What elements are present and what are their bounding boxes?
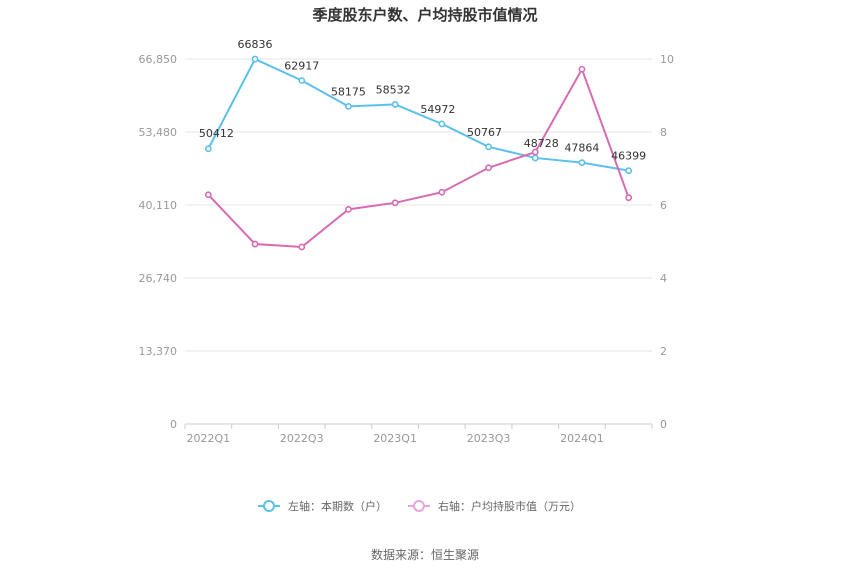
- data-label: 54972: [420, 103, 455, 116]
- data-point-right: [251, 240, 259, 248]
- data-label: 48728: [524, 137, 559, 150]
- x-axis: 2022Q1 2022Q3 2023Q1 2023Q3 2024Q1: [184, 424, 653, 445]
- x-tick-label: 2023Q3: [467, 432, 511, 445]
- y-left-tick-label: 40,110: [139, 199, 178, 212]
- data-point-right: [298, 243, 306, 251]
- data-point-right: [485, 164, 492, 172]
- data-label: 50767: [467, 126, 502, 139]
- data-point-right: [204, 191, 212, 199]
- data-point-right: [438, 188, 446, 196]
- y-right-tick-label: 0: [660, 418, 667, 431]
- data-point-left: [438, 120, 446, 128]
- data-point-left: [298, 77, 306, 84]
- data-point-left: [251, 55, 259, 63]
- data-point-left: [625, 167, 633, 175]
- x-tick-label: 2024Q1: [560, 432, 604, 445]
- series-line-right: [207, 66, 630, 248]
- source-note: 数据来源：恒生聚源: [371, 547, 479, 562]
- data-point-left: [531, 154, 539, 162]
- data-label: 46399: [611, 150, 646, 163]
- grid: [185, 58, 652, 425]
- data-point-left: [578, 159, 586, 167]
- series-layer: [204, 55, 633, 251]
- chart-title: 季度股东户数、户均持股市值情况: [312, 6, 537, 24]
- x-tick-label: 2022Q1: [187, 432, 231, 445]
- data-label: 50412: [199, 127, 234, 140]
- data-labels: 50412 66836 62917 58175 58532 54972 50767 48728…: [199, 38, 646, 163]
- left-axis: 0 13,370 26,740 40,110 53,480 66,850: [139, 53, 178, 431]
- y-left-tick-label: 0: [170, 418, 177, 431]
- data-point-left: [345, 102, 352, 110]
- y-right-tick-label: 8: [660, 126, 667, 139]
- data-label: 47864: [564, 142, 599, 155]
- y-right-tick-label: 4: [660, 272, 667, 285]
- legend-label-left: 左轴：本期数（户）: [288, 499, 387, 513]
- data-point-right: [578, 65, 586, 73]
- data-label: 66836: [238, 38, 273, 51]
- legend-label-right: 右轴：户均持股市值（万元）: [438, 499, 581, 513]
- data-label: 58532: [376, 83, 411, 96]
- series-line-left: [207, 57, 629, 172]
- legend-marker-right: [413, 500, 425, 512]
- data-point-right: [531, 148, 539, 156]
- y-left-tick-label: 26,740: [139, 272, 178, 285]
- data-label: 62917: [284, 59, 319, 72]
- y-left-tick-label: 13,370: [139, 345, 178, 358]
- y-left-tick-label: 66,850: [139, 53, 178, 66]
- legend-item-right-series[interactable]: 右轴：户均持股市值（万元）: [408, 499, 581, 513]
- x-tick-label: 2022Q3: [280, 432, 324, 445]
- data-label: 58175: [331, 85, 366, 98]
- data-point-left: [485, 143, 492, 151]
- x-tick-label: 2023Q1: [373, 432, 417, 445]
- data-point-right: [345, 205, 352, 213]
- legend-marker-left: [263, 500, 275, 512]
- y-right-tick-label: 2: [660, 345, 667, 358]
- right-axis: 0 2 4 6 8 10: [660, 53, 674, 431]
- y-right-tick-label: 6: [660, 199, 667, 212]
- data-point-left: [204, 145, 212, 153]
- data-point-left: [391, 101, 399, 108]
- legend-item-left-series[interactable]: 左轴：本期数（户）: [258, 499, 387, 513]
- legend[interactable]: 左轴：本期数（户） 右轴：户均持股市值（万元）: [258, 499, 581, 513]
- data-point-right: [391, 199, 399, 207]
- data-point-right: [625, 194, 633, 202]
- y-left-tick-label: 53,480: [139, 126, 178, 139]
- y-right-tick-label: 10: [660, 53, 674, 66]
